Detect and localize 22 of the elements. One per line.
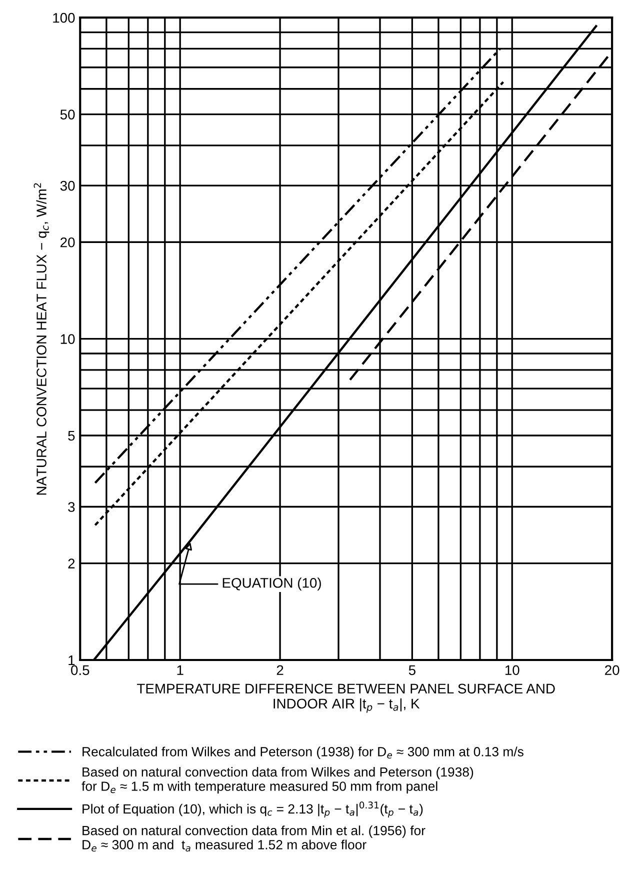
y-tick-label: 2: [68, 558, 75, 568]
x-tick-label: 2: [276, 665, 284, 675]
x-axis-title: TEMPERATURE DIFFERENCE BETWEEN PANEL SURFACE AND INDOOR AIR |t$_{p}$ − t$_{a}$|, K: [137, 684, 555, 713]
x-tick-label: 5: [408, 665, 416, 676]
legend-label: Based on natural convection data from Wilkes and Peterson (1938) for D$_{e}$ ≈ 1.5 m with temperature measured 50 mm from panel: [82, 766, 474, 794]
legend-label: Recalculated from Wilkes and Peterson (1938) for D$_{e}$ ≈ 300 mm at 0.13 m/s: [82, 746, 524, 759]
y-tick-label: 5: [68, 430, 75, 441]
y-tick-label: 3: [68, 502, 75, 512]
y-tick-label: 50: [60, 110, 75, 120]
x-tick-label: 20: [605, 665, 620, 676]
x-tick-label: 0.5: [71, 665, 90, 676]
legend-label: Based on natural convection data from Min et al. (1956) for D$_{e}$ ≈ 300 m and t$_{a}$ measured 1.52 m above floor: [82, 826, 426, 852]
y-tick-label: 1: [68, 655, 75, 666]
x-tick-label: 1: [177, 665, 184, 675]
y-tick-label: 100: [53, 12, 75, 23]
y-tick-label: 20: [60, 237, 75, 248]
y-tick-label: 10: [60, 334, 75, 344]
text: Plot of Equation (10), which is q$_{c}$ = 2.13 |t$_{p}$ − t$_{a}$|$^{0.31}$(t$_{p}$ − t$_{a}$): [82, 802, 423, 818]
annotation: EQUATION (10): [222, 578, 321, 591]
y-tick-label: 30: [60, 180, 75, 191]
y-axis-title: NATURAL CONVECTION HEAT FLUX − q$_{c}$, W/m$^{2}$: [34, 183, 50, 495]
x-tick-label: 10: [505, 665, 520, 676]
